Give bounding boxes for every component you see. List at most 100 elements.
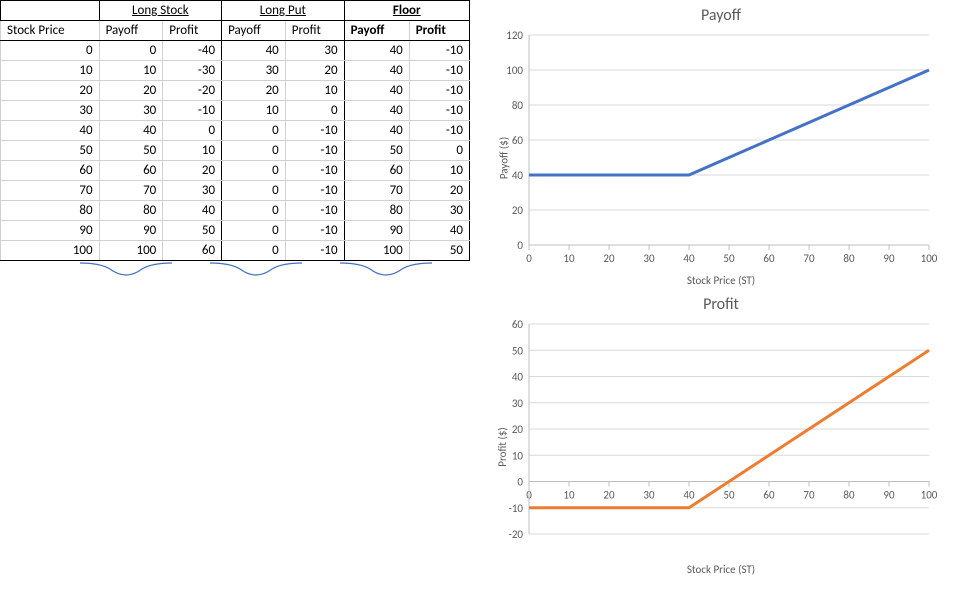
table-cell: 60 [99,161,163,181]
table-cell: -10 [409,61,469,81]
col-floor-profit: Profit [409,21,469,41]
table-row: 9090500-109040 [1,221,470,241]
table-cell: 90 [344,221,409,241]
table-cell: 90 [1,221,100,241]
svg-text:90: 90 [883,489,895,502]
table-cell: -10 [285,181,344,201]
col-lp-profit: Profit [285,21,344,41]
table-cell: 0 [222,201,286,221]
col-ls-profit: Profit [163,21,222,41]
svg-text:50: 50 [512,344,524,357]
table-cell: -10 [409,41,469,61]
col-floor-payoff: Payoff [344,21,409,41]
table-cell: 10 [99,61,163,81]
svg-text:-10: -10 [508,502,523,515]
svg-text:50: 50 [723,252,735,265]
table-cell: 0 [409,141,469,161]
table-cell: -10 [285,141,344,161]
table-cell: 20 [409,181,469,201]
svg-text:20: 20 [512,423,524,436]
table-cell: 0 [222,221,286,241]
svg-text:60: 60 [512,134,524,147]
col-lp-payoff: Payoff [222,21,286,41]
table-cell: 50 [344,141,409,161]
table-cell: 80 [1,201,100,221]
table-cell: 20 [99,81,163,101]
table-cell: 0 [222,181,286,201]
svg-text:120: 120 [506,29,523,42]
svg-text:30: 30 [512,397,524,410]
table-cell: 0 [99,41,163,61]
svg-text:0: 0 [517,239,523,252]
table-cell: 80 [99,201,163,221]
table-cell: 20 [163,161,222,181]
svg-text:60: 60 [512,318,524,331]
table-cell: 40 [344,41,409,61]
table-header-row: Stock Price Payoff Profit Payoff Profit … [1,21,470,41]
table-row: 8080400-108030 [1,201,470,221]
svg-text:20: 20 [512,204,524,217]
table-cell: 40 [409,221,469,241]
table-cell: 30 [409,201,469,221]
svg-text:100: 100 [506,64,523,77]
table-cell: 50 [409,241,469,261]
table-cell: -10 [285,241,344,261]
group-header-long-put: Long Put [222,1,345,21]
table-cell: 50 [1,141,100,161]
table-cell: -10 [285,161,344,181]
table-row: 2020-20201040-10 [1,81,470,101]
table-cell: 30 [285,41,344,61]
table-cell: 70 [99,181,163,201]
payoff-chart: Payoff Payoff ($) 0204060801001200102030… [481,0,961,289]
table-cell: 10 [222,101,286,121]
svg-text:20: 20 [603,489,615,502]
table-corner [1,1,100,21]
table-cell: 10 [285,81,344,101]
svg-text:90: 90 [883,252,895,265]
table-cell: 10 [163,141,222,161]
table-cell: 0 [222,121,286,141]
table-row: 7070300-107020 [1,181,470,201]
table-cell: 30 [222,61,286,81]
svg-text:0: 0 [517,476,523,489]
svg-text:100: 100 [921,252,938,265]
table-cell: -10 [409,101,469,121]
brace-annotations [0,261,470,281]
svg-text:60: 60 [763,489,775,502]
svg-text:10: 10 [563,489,575,502]
payoff-x-label: Stock Price (ST) [687,274,755,287]
profit-y-label: Profit ($) [496,427,509,466]
table-row: 5050100-10500 [1,141,470,161]
table-row: 00-40403040-10 [1,41,470,61]
svg-text:80: 80 [843,252,855,265]
table-cell: 40 [1,121,100,141]
svg-text:70: 70 [803,489,815,502]
table-cell: 0 [222,141,286,161]
table-row: 3030-1010040-10 [1,101,470,121]
table-cell: 40 [344,121,409,141]
svg-text:10: 10 [512,449,524,462]
svg-text:20: 20 [603,252,615,265]
table-cell: 80 [344,201,409,221]
table-cell: 10 [409,161,469,181]
table-cell: -10 [409,81,469,101]
svg-text:80: 80 [512,99,524,112]
table-row: 6060200-106010 [1,161,470,181]
table-cell: 40 [99,121,163,141]
table-cell: 0 [163,121,222,141]
payoff-y-label: Payoff ($) [498,137,511,179]
table-row: 1010-30302040-10 [1,61,470,81]
svg-text:70: 70 [803,252,815,265]
table-cell: 100 [99,241,163,261]
svg-text:80: 80 [843,489,855,502]
col-ls-payoff: Payoff [99,21,163,41]
svg-text:30: 30 [643,489,655,502]
table-cell: 50 [163,221,222,241]
table-cell: 100 [344,241,409,261]
group-header-floor: Floor [344,1,469,21]
svg-text:60: 60 [763,252,775,265]
svg-text:40: 40 [683,489,695,502]
group-header-long-stock: Long Stock [99,1,222,21]
table-cell: 20 [285,61,344,81]
table-cell: 0 [1,41,100,61]
